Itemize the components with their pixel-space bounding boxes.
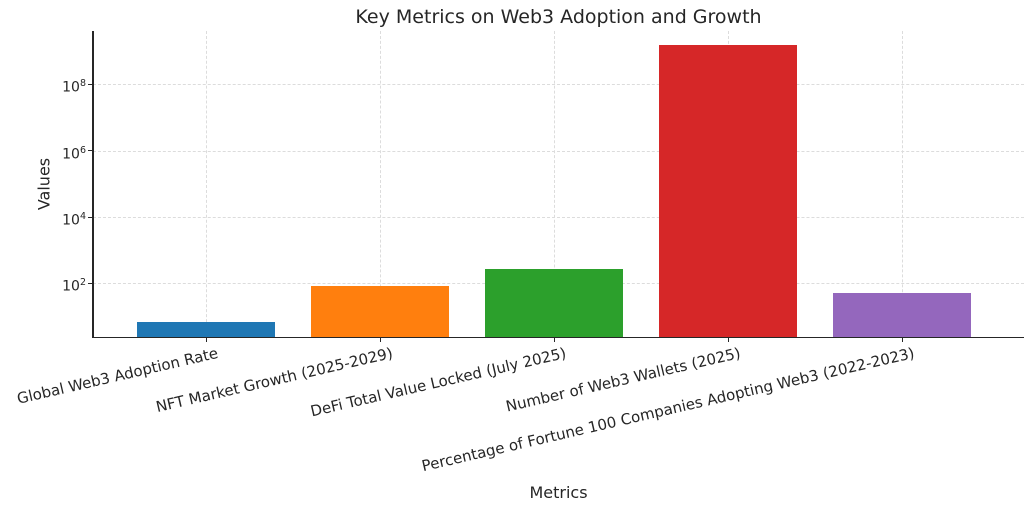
- y-gridline: [93, 84, 1024, 86]
- y-axis-spine: [92, 31, 94, 337]
- x-tick-mark: [553, 338, 555, 342]
- bar-2: [311, 285, 449, 337]
- y-tick-mark: [88, 150, 92, 152]
- y-tick-mark: [88, 83, 92, 86]
- x-gridline: [206, 31, 207, 337]
- x-tick-mark: [205, 338, 207, 342]
- bar-4: [659, 45, 797, 337]
- x-axis-spine: [92, 336, 1024, 338]
- y-tick-mark: [88, 216, 92, 218]
- x-axis-label: Metrics: [529, 483, 588, 502]
- y-tick-mark: [88, 282, 92, 284]
- x-tick-mark: [379, 338, 381, 342]
- x-tick-mark: [901, 338, 903, 342]
- y-tick-label: 104: [62, 211, 86, 229]
- y-gridline: [93, 217, 1024, 219]
- y-tick-label: 102: [62, 277, 86, 295]
- bar-3: [485, 268, 623, 337]
- x-gridline: [380, 31, 381, 337]
- chart-title: Key Metrics on Web3 Adoption and Growth: [355, 6, 762, 28]
- y-tick-label: 108: [62, 78, 86, 97]
- x-tick-mark: [727, 338, 729, 342]
- y-gridline: [93, 150, 1024, 152]
- bar-1: [137, 322, 275, 337]
- bar-5: [833, 292, 971, 337]
- x-gridline: [902, 31, 903, 337]
- y-tick-label: 106: [62, 144, 86, 163]
- x-gridline: [554, 31, 555, 337]
- y-axis-label: Values: [34, 157, 54, 211]
